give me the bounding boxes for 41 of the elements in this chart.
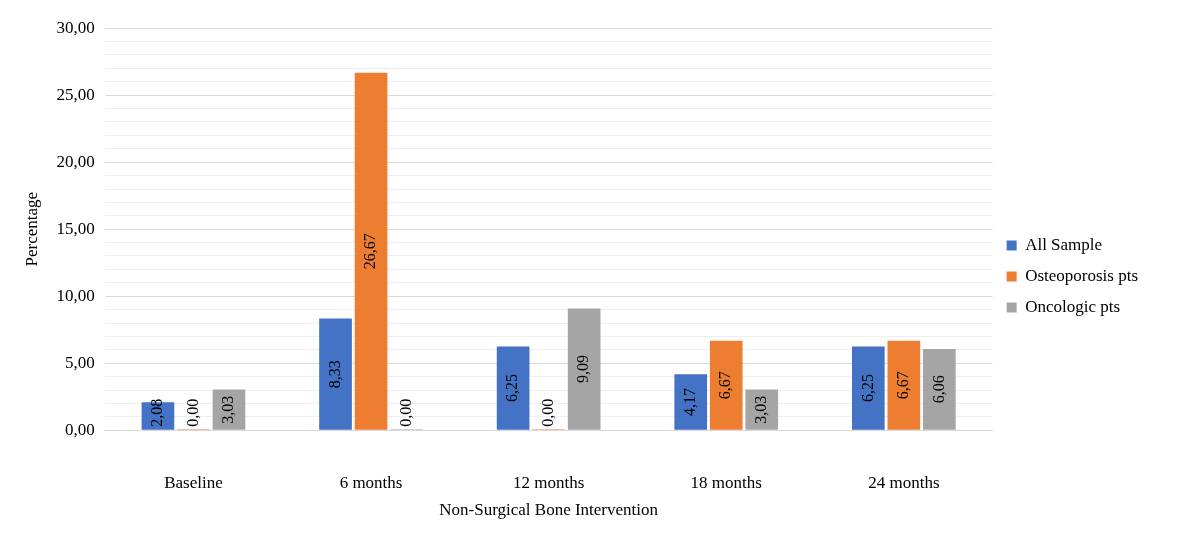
data-label: 3,03 <box>219 395 237 424</box>
data-label: 9,09 <box>574 355 592 384</box>
x-tick-label: 12 months <box>512 472 585 492</box>
data-label: 6,25 <box>858 374 876 403</box>
data-label: 3,03 <box>751 395 769 424</box>
legend-label: Osteoporosis pts <box>1025 265 1139 285</box>
bar <box>709 340 743 430</box>
bar <box>887 340 921 430</box>
data-label: 4,17 <box>680 388 698 417</box>
x-tick-label: Baseline <box>164 472 223 492</box>
y-tick-label: 5,00 <box>64 352 95 372</box>
y-axis-title: Percentage <box>21 191 41 267</box>
bar <box>851 346 885 430</box>
data-label: 6,25 <box>503 374 521 403</box>
bar <box>354 72 388 430</box>
y-tick-label: 15,00 <box>56 218 95 238</box>
data-label: 8,33 <box>325 360 343 389</box>
bar <box>567 308 601 430</box>
x-tick-label: 6 months <box>339 472 403 492</box>
bar <box>496 346 530 430</box>
data-label: 0,00 <box>183 398 201 427</box>
data-label: 6,06 <box>929 375 947 404</box>
y-tick-label: 20,00 <box>56 151 95 171</box>
y-tick-label: 25,00 <box>56 84 95 104</box>
y-tick-label: 0,00 <box>64 419 95 439</box>
x-axis-title: Non-Surgical Bone Intervention <box>439 500 659 520</box>
data-label: 6,67 <box>894 371 912 400</box>
data-label: 0,00 <box>538 398 556 427</box>
y-tick-label: 10,00 <box>56 285 95 305</box>
bar <box>319 318 352 430</box>
data-label: 2,08 <box>148 398 166 427</box>
y-tick-label: 30,00 <box>56 17 95 37</box>
data-label: 26,67 <box>361 233 379 270</box>
bar <box>923 349 956 430</box>
bar <box>674 374 708 430</box>
data-label: 6,67 <box>716 371 734 400</box>
x-tick-label: 24 months <box>868 472 940 492</box>
x-tick-label: 18 months <box>690 472 762 492</box>
data-label: 0,00 <box>396 398 414 427</box>
legend-label: Oncologic pts <box>1025 296 1121 316</box>
legend-label: All Sample <box>1025 234 1103 254</box>
